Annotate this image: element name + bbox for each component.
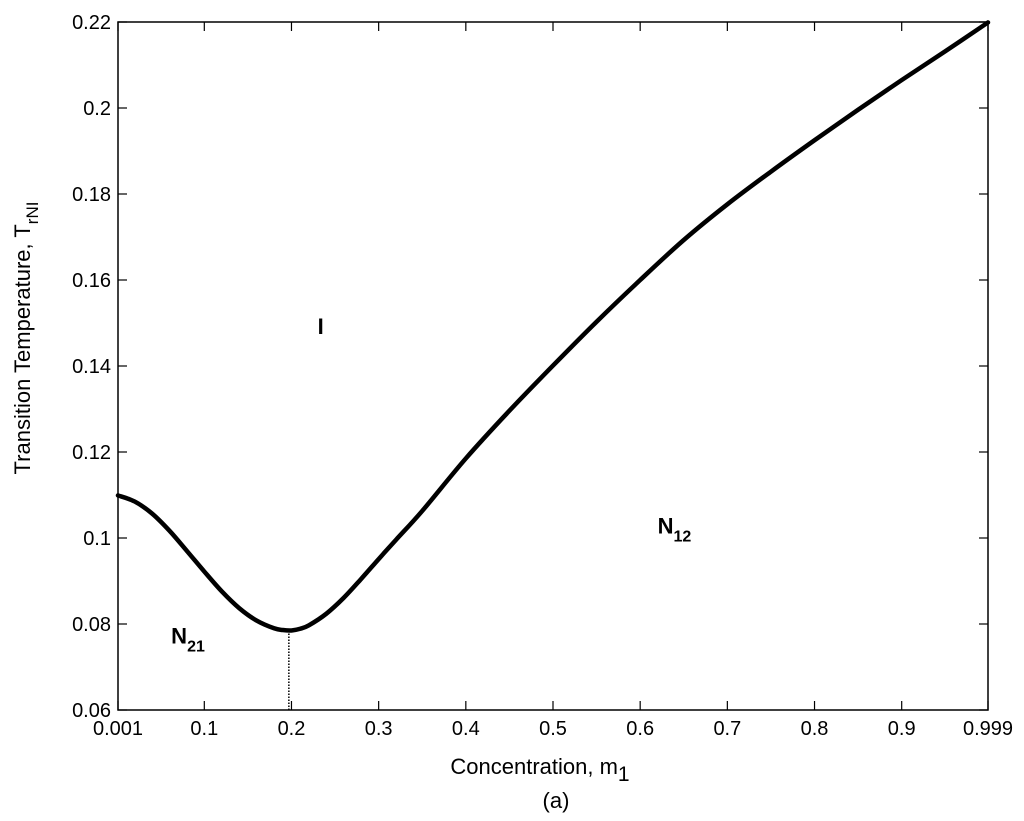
x-axis-title: Concentration, m1 [450, 754, 629, 786]
y-tick-label: 0.2 [83, 98, 111, 120]
region-label: N21 [171, 623, 205, 655]
y-tick-label: 0.18 [72, 184, 111, 206]
x-tick-label: 0.3 [365, 718, 393, 740]
x-tick-label: 0.4 [452, 718, 480, 740]
x-tick-label: 0.001 [93, 718, 143, 740]
x-tick-labels: 0.001 0.1 0.2 0.3 0.4 0.5 0.6 0.7 0.8 0.9 0.999 [93, 718, 1013, 740]
y-tick-label: 0.14 [72, 356, 111, 378]
transition-temperature-curve [115, 20, 991, 633]
axis-ticks [117, 21, 989, 711]
x-tick-label: 0.6 [626, 718, 654, 740]
x-tick-label: 0.2 [278, 718, 306, 740]
region-label: I [318, 314, 324, 339]
y-tick-labels: 0.06 0.08 0.1 0.12 0.14 0.16 0.18 0.2 0.22 [72, 12, 111, 722]
x-tick-label: 0.999 [963, 718, 1013, 740]
y-tick-label: 0.08 [72, 614, 111, 636]
figure-caption: (a) [543, 788, 570, 813]
x-tick-label: 0.9 [888, 718, 916, 740]
y-tick-label: 0.16 [72, 270, 111, 292]
y-axis-title: Transition Temperature, TrNI [10, 202, 42, 475]
y-tick-label: 0.12 [72, 442, 111, 464]
x-tick-label: 0.5 [539, 718, 567, 740]
y-tick-label: 0.1 [83, 528, 111, 550]
x-tick-label: 0.8 [801, 718, 829, 740]
region-label: N12 [658, 514, 692, 546]
x-tick-label: 0.1 [190, 718, 218, 740]
y-tick-label: 0.22 [72, 12, 111, 34]
region-labels: I N21 N12 [171, 314, 691, 656]
x-tick-label: 0.7 [713, 718, 741, 740]
y-tick-label: 0.06 [72, 700, 111, 722]
